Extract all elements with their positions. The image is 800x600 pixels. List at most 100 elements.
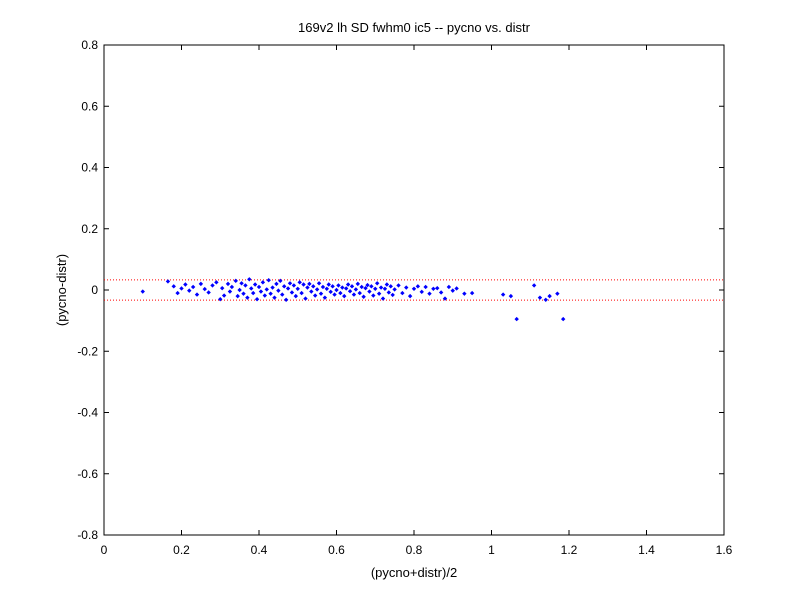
data-point <box>435 285 440 291</box>
data-point <box>332 292 337 297</box>
data-point <box>363 285 368 291</box>
data-point <box>280 292 285 297</box>
data-point <box>221 293 227 298</box>
data-point <box>378 285 384 290</box>
data-point <box>239 281 244 286</box>
data-point <box>361 294 366 299</box>
data-point <box>171 284 176 289</box>
data-point <box>305 285 310 290</box>
data-point <box>340 285 345 290</box>
y-tick-label: 0.6 <box>81 99 98 113</box>
data-point <box>285 286 291 291</box>
data-point <box>427 291 432 296</box>
data-point <box>371 293 376 298</box>
data-point <box>272 295 277 300</box>
data-point <box>343 286 349 291</box>
data-point <box>299 290 304 296</box>
data-point <box>367 289 372 294</box>
data-point <box>411 286 417 291</box>
data-point <box>347 289 353 294</box>
y-axis-ticks: -0.8 -0.6 -0.4 -0.2 0 0.2 0.4 0.6 0.8 <box>77 38 724 542</box>
data-point <box>225 281 231 287</box>
data-point <box>365 282 370 288</box>
data-point <box>508 293 514 299</box>
data-point <box>297 280 302 285</box>
x-tick-label: 0.2 <box>173 543 190 557</box>
data-point <box>330 284 335 289</box>
data-point <box>311 284 316 289</box>
data-point <box>254 296 260 302</box>
data-point <box>270 285 275 290</box>
data-point <box>359 284 364 290</box>
data-point <box>543 297 548 302</box>
data-point <box>210 283 215 288</box>
data-point <box>419 289 424 295</box>
data-point <box>301 282 306 287</box>
data-point <box>287 281 293 286</box>
x-tick-label: 0.6 <box>328 543 345 557</box>
data-point <box>283 297 289 302</box>
y-tick-label: -0.2 <box>77 344 98 358</box>
data-point <box>500 292 506 297</box>
data-point <box>328 289 333 295</box>
data-point <box>374 281 380 286</box>
data-point <box>322 295 328 300</box>
data-point <box>404 285 409 290</box>
data-point <box>202 286 207 292</box>
data-point <box>187 288 192 293</box>
data-point <box>198 281 204 287</box>
data-point <box>235 293 240 299</box>
data-point <box>357 290 362 296</box>
x-axis-ticks: 0 0.2 0.4 0.6 0.8 1 1.2 1.4 1.6 <box>101 45 733 557</box>
data-point <box>289 290 295 295</box>
data-point <box>278 278 283 284</box>
data-point <box>303 296 308 301</box>
y-tick-label: 0 <box>91 283 98 297</box>
data-point <box>469 290 475 296</box>
data-point <box>266 278 271 283</box>
data-point <box>165 279 171 284</box>
data-point <box>400 290 405 296</box>
data-point <box>353 287 359 292</box>
data-point <box>324 286 330 291</box>
x-tick-label: 0.8 <box>406 543 423 557</box>
data-point <box>314 287 320 292</box>
data-point <box>547 293 552 299</box>
data-point <box>431 286 436 291</box>
data-point <box>349 284 355 289</box>
data-point <box>237 287 242 293</box>
data-points <box>140 277 566 322</box>
data-point <box>241 291 246 296</box>
data-point <box>514 316 519 322</box>
data-point <box>258 289 264 294</box>
y-tick-label: 0.8 <box>81 38 98 52</box>
data-point <box>376 291 382 296</box>
data-point <box>194 292 200 297</box>
data-point <box>537 295 543 300</box>
data-point <box>276 288 281 293</box>
data-point <box>243 283 248 288</box>
data-point <box>438 290 444 295</box>
data-point <box>249 286 254 291</box>
data-point <box>183 282 188 287</box>
data-point <box>295 286 300 291</box>
data-point <box>369 284 374 289</box>
data-point <box>218 296 223 302</box>
data-point <box>256 284 262 290</box>
data-point <box>334 287 339 293</box>
data-point <box>454 286 459 291</box>
data-point <box>179 286 184 291</box>
data-point <box>446 284 452 290</box>
x-tick-label: 1.2 <box>561 543 578 557</box>
data-point <box>373 286 378 291</box>
data-point <box>450 288 455 293</box>
data-point <box>382 286 388 291</box>
data-point <box>268 291 273 296</box>
data-point <box>247 277 252 282</box>
data-point <box>384 282 390 287</box>
data-point <box>309 289 314 294</box>
data-point <box>214 280 219 285</box>
data-point <box>342 293 347 299</box>
data-point <box>392 287 397 292</box>
